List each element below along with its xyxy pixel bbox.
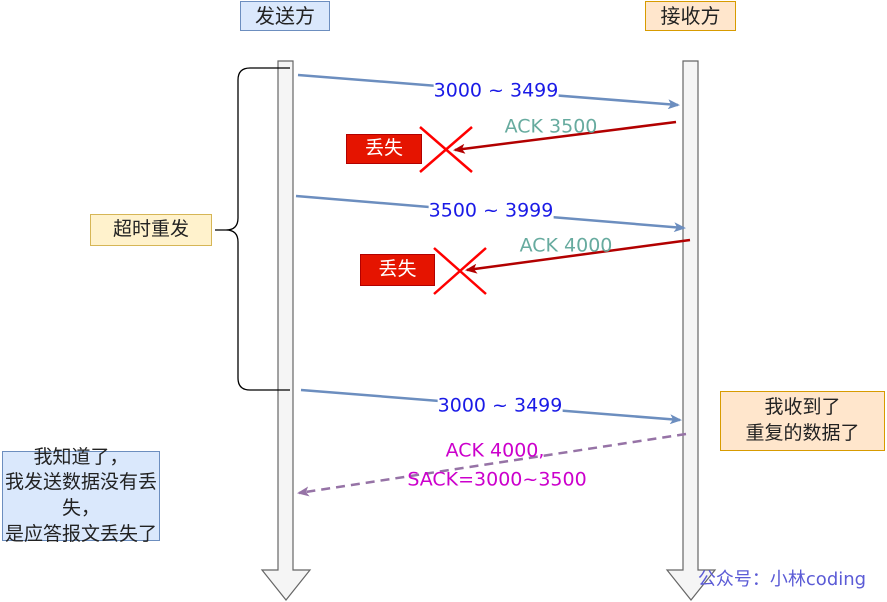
timeout-brace	[215, 67, 290, 391]
message-label-2: 3500 ~ 3999	[428, 199, 554, 223]
watermark: 公众号：小林coding	[697, 569, 867, 591]
ack-arrow-2	[465, 238, 691, 274]
message-label-1: 3000 ~ 3499	[433, 79, 559, 103]
ack-arrow-1	[453, 120, 677, 154]
receiver-note-line: 我收到了	[764, 396, 841, 419]
ack-label-1: ACK 3500	[504, 115, 598, 138]
sender-lifeline	[260, 60, 312, 601]
lost-x-icon	[419, 126, 473, 173]
sender-note: 我知道了， 我发送数据没有丢失， 是应答报文丢失了	[2, 446, 160, 545]
lost-badge: 丢失	[346, 134, 422, 164]
receiver-lifeline	[665, 60, 717, 601]
receiver-note-line: 重复的数据了	[745, 422, 860, 444]
message-label-3: 3000 ~ 3499	[437, 394, 563, 418]
ack-label-2: ACK 4000	[519, 234, 613, 257]
receiver-header: 接收方	[645, 1, 736, 31]
sack-arrow	[297, 432, 687, 497]
sender-header: 发送方	[240, 1, 330, 31]
receiver-note: 我收到了 重复的数据了	[720, 391, 885, 451]
lost-badge: 丢失	[360, 254, 435, 286]
timeout-retransmit-label: 超时重发	[90, 214, 212, 246]
sender-note-line: 我发送数据没有丢失，	[4, 471, 157, 519]
sack-label-line-1: ACK 4000,	[445, 439, 545, 462]
sender-note-line: 我知道了，	[33, 445, 129, 468]
lost-x-icon	[433, 247, 487, 295]
sender-note-line: 是应答报文丢失了	[4, 522, 157, 545]
sack-label-line-2: SACK=3000~3500	[407, 468, 587, 491]
